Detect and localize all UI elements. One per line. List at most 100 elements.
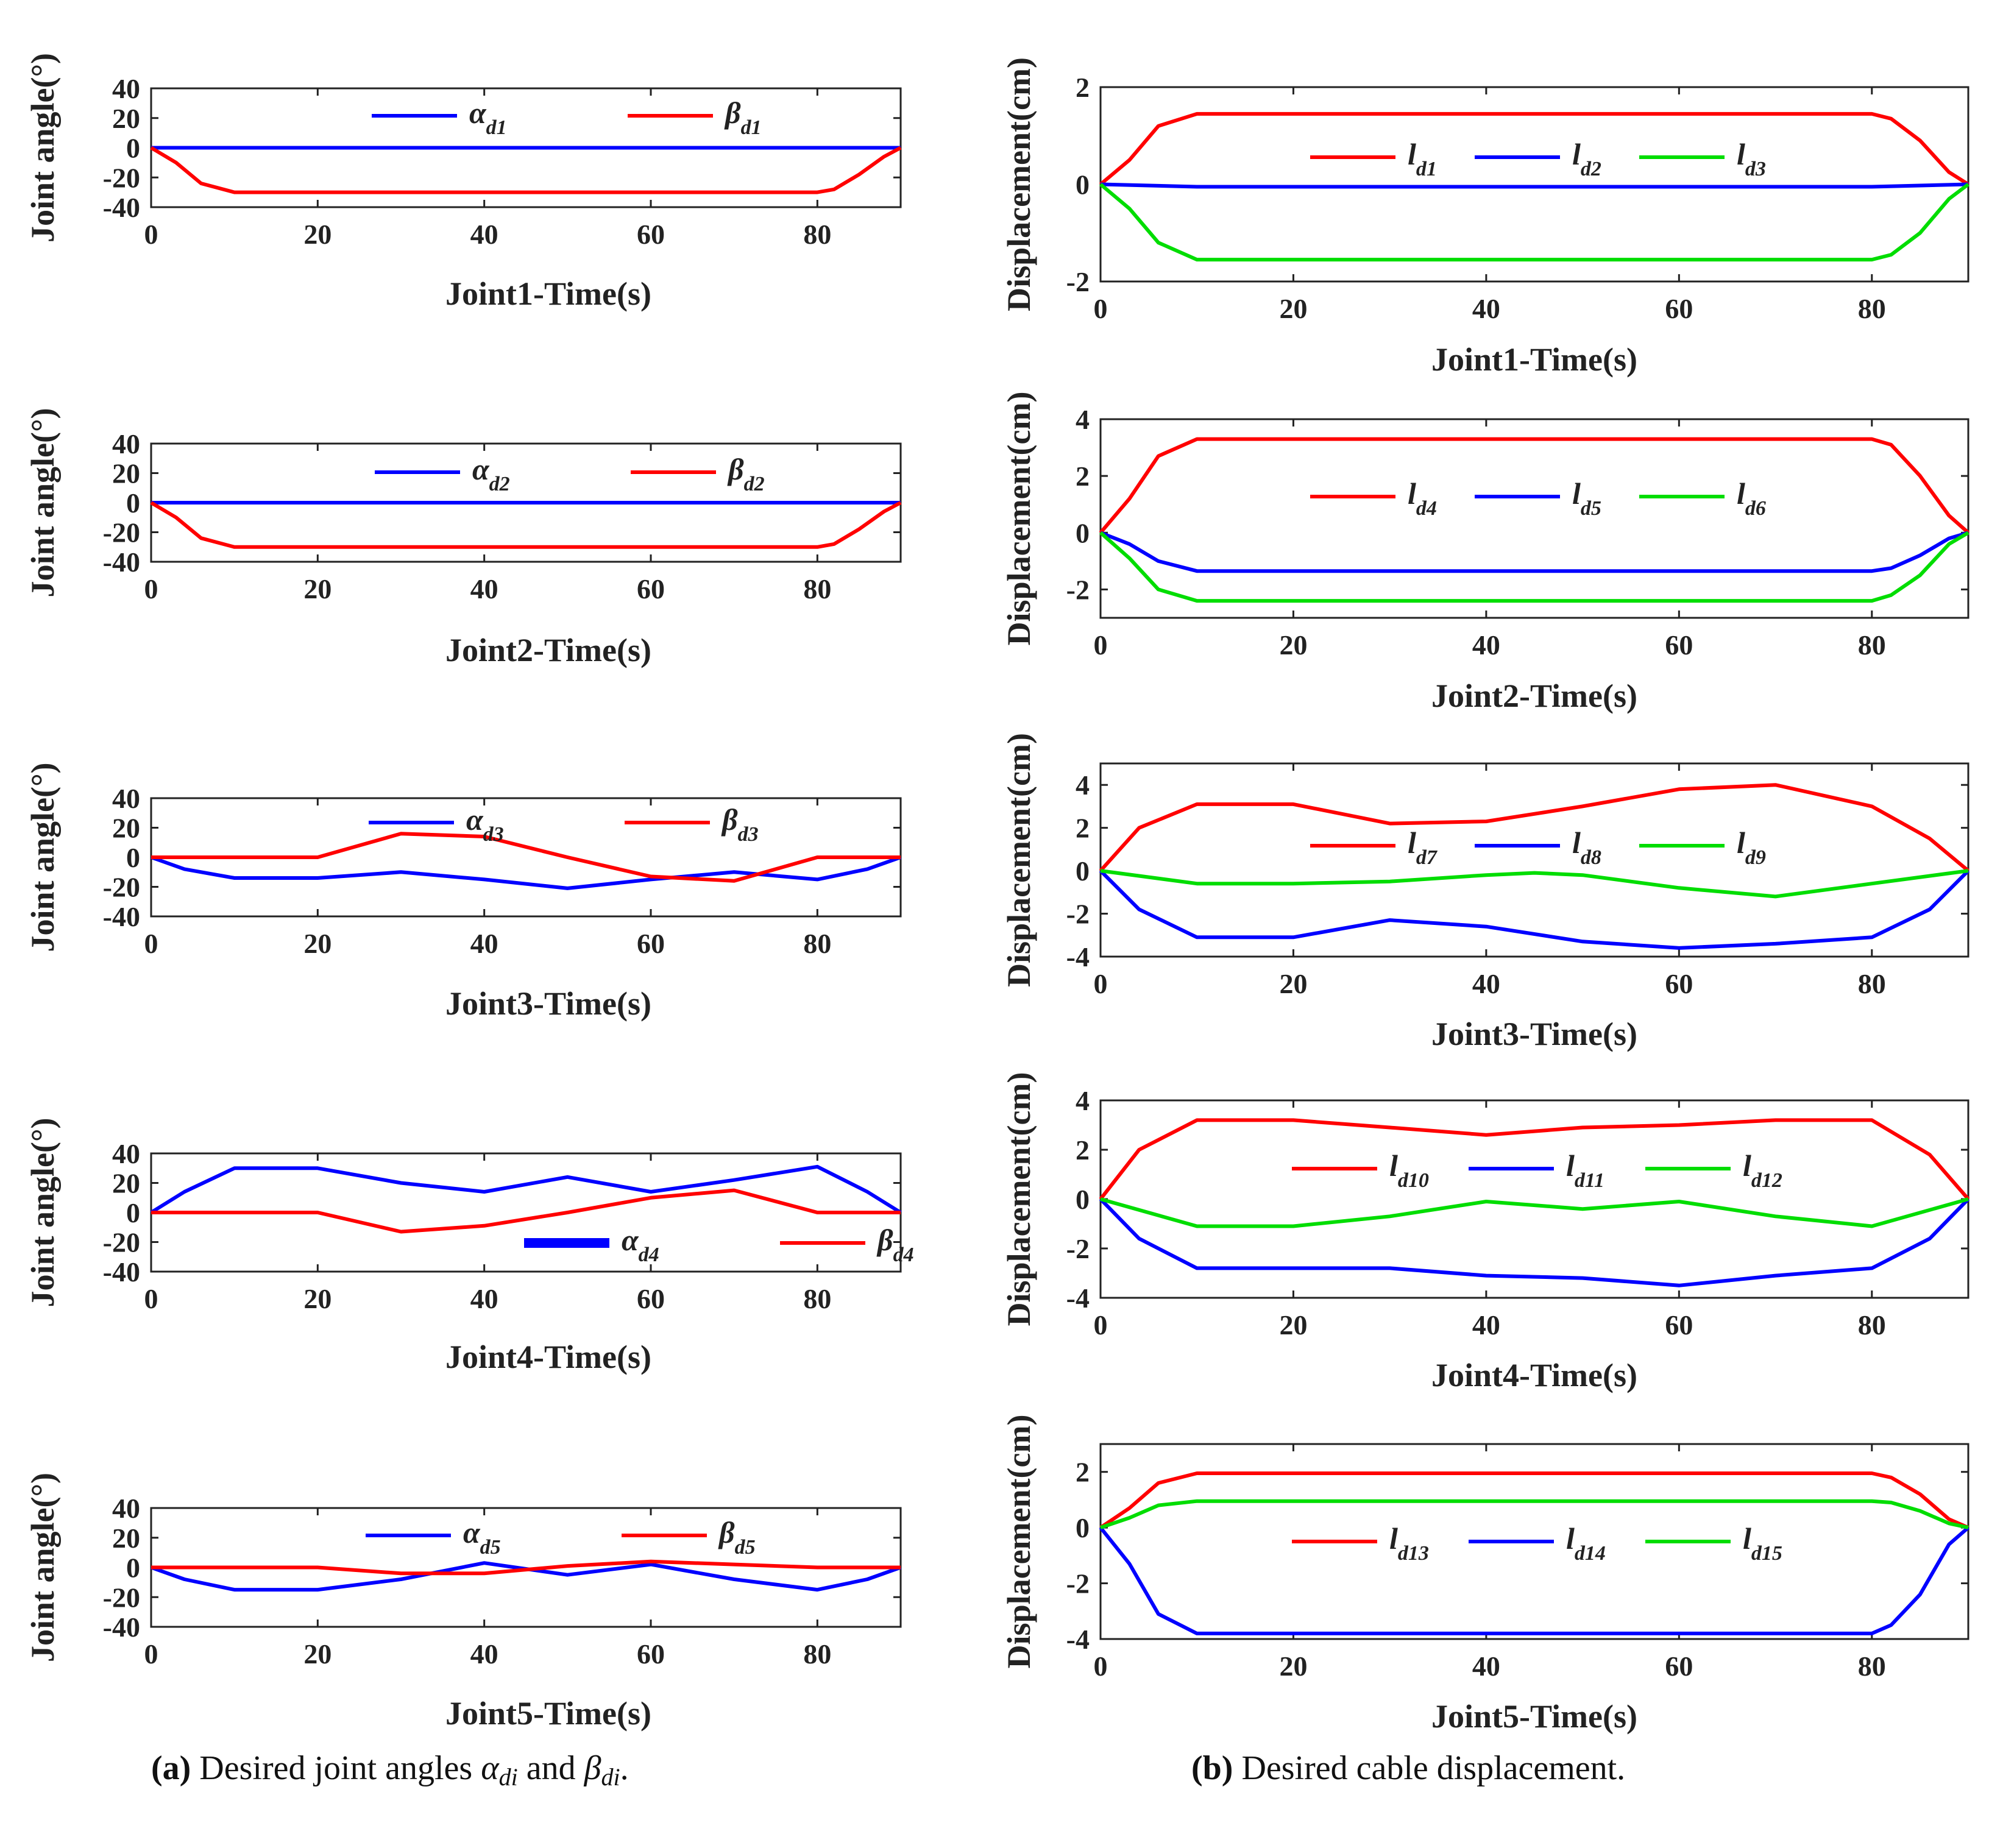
chart-b2: 0 20 40 60 80420-2Joint2-Time(s)Displacement… (1001, 392, 1970, 714)
x-tick-label: 40 (1472, 629, 1500, 660)
x-tick-label: 0 (1094, 293, 1108, 324)
y-tick-label: -4 (1066, 1624, 1090, 1655)
x-tick-label: 0 (1094, 1309, 1108, 1340)
y-tick-label: 0 (126, 1197, 140, 1228)
legend-entry: βd5 (718, 1515, 756, 1559)
x-tick-label: 60 (637, 1283, 665, 1314)
y-tick-label: -2 (1066, 1233, 1090, 1264)
y-tick-label: -20 (103, 1582, 140, 1613)
y-tick-label: 2 (1076, 813, 1090, 844)
chart-b4: 0 20 40 60 80420-2-4Joint4-Time(s)Displaceme… (1001, 1072, 1970, 1393)
y-tick-label: 0 (126, 1552, 140, 1584)
chart-b1: 0 20 40 60 8020-2Joint1-Time(s)Displacement(… (1001, 57, 1970, 378)
legend-entry: ld11 (1566, 1149, 1604, 1192)
y-axis-label: Displacement(cm) (1001, 57, 1037, 311)
series-line-βd5 (151, 1559, 901, 1576)
y-tick-label: 2 (1076, 461, 1090, 492)
x-tick-label: 20 (1279, 1309, 1307, 1340)
x-tick-label: 20 (303, 1638, 332, 1669)
series-line-βd4 (151, 1188, 901, 1234)
legend-entry: ld1 (1408, 137, 1437, 180)
y-tick-label: 0 (126, 487, 140, 519)
plot-frame (1099, 1443, 1970, 1640)
x-tick-label: 0 (144, 1283, 158, 1314)
y-tick-label: 0 (126, 133, 140, 164)
y-tick-label: 0 (1076, 1184, 1090, 1215)
x-tick-label: 80 (1858, 1651, 1886, 1682)
caption-b: (b) Desired cable displacement. (1191, 1749, 1625, 1787)
x-tick-label: 0 (1094, 968, 1108, 999)
legend-entry: ld2 (1572, 137, 1601, 180)
y-tick-label: 2 (1076, 1457, 1090, 1488)
x-tick-label: 60 (637, 1638, 665, 1669)
y-tick-label: -40 (103, 1256, 140, 1287)
y-tick-label: -40 (103, 1612, 140, 1643)
y-axis-label: Displacement(cm) (1001, 392, 1037, 646)
x-tick-label: 40 (1472, 293, 1500, 324)
y-tick-label: 20 (112, 1168, 140, 1199)
x-tick-label: 60 (637, 573, 665, 604)
y-axis-label: Displacement(cm) (1001, 1415, 1037, 1669)
x-tick-label: 0 (144, 219, 158, 250)
y-tick-label: 4 (1076, 770, 1090, 801)
y-tick-label: 40 (112, 1493, 140, 1524)
x-tick-label: 60 (637, 928, 665, 959)
x-tick-label: 20 (1279, 1651, 1307, 1682)
y-tick-label: 0 (126, 842, 140, 873)
x-axis-label: Joint1-Time(s) (445, 275, 651, 312)
y-tick-label: -40 (103, 901, 140, 932)
y-tick-label: -2 (1066, 266, 1090, 297)
series-line-ld1 (1099, 112, 1970, 186)
series-line-ld9 (1100, 869, 1969, 899)
x-tick-label: 60 (1665, 1309, 1693, 1340)
plot-frame (1099, 418, 1970, 619)
legend-entry: ld6 (1737, 476, 1766, 520)
x-tick-label: 0 (144, 928, 158, 959)
x-tick-label: 60 (1665, 629, 1693, 660)
legend-entry: αd3 (466, 802, 504, 846)
legend-entry: αd4 (622, 1223, 659, 1266)
caption-a: (a) Desired joint angles αdi and βdi. (151, 1749, 629, 1791)
y-tick-label: 40 (112, 73, 140, 104)
series-line-ld8 (1099, 869, 1970, 950)
y-tick-label: -20 (103, 872, 140, 903)
x-tick-label: 80 (1858, 968, 1886, 999)
series-line-ld11 (1099, 1197, 1970, 1287)
y-axis-label: Joint angle(°) (24, 1473, 61, 1662)
y-tick-label: -40 (103, 547, 140, 578)
y-tick-label: -2 (1066, 899, 1090, 930)
x-tick-label: 40 (1472, 1309, 1500, 1340)
y-tick-label: 0 (1076, 517, 1090, 548)
x-tick-label: 80 (1858, 629, 1886, 660)
series-line-ld7 (1099, 783, 1970, 873)
y-axis-label: Displacement(cm) (1001, 733, 1037, 987)
series-line-βd2 (150, 501, 902, 549)
series-line-ld5 (1099, 531, 1969, 573)
series-line-ld15 (1100, 1499, 1969, 1530)
x-tick-label: 80 (1858, 1309, 1886, 1340)
x-tick-label: 60 (1665, 968, 1693, 999)
y-axis-label: Displacement(cm) (1001, 1072, 1037, 1326)
x-tick-label: 60 (1665, 1651, 1693, 1682)
x-tick-label: 20 (303, 573, 332, 604)
x-tick-label: 20 (1279, 293, 1307, 324)
series-line-ld12 (1100, 1197, 1969, 1228)
x-tick-label: 40 (470, 573, 498, 604)
x-tick-label: 20 (303, 219, 332, 250)
series-line-ld10 (1099, 1118, 1970, 1200)
x-tick-label: 0 (144, 573, 158, 604)
x-tick-label: 80 (803, 573, 831, 604)
y-axis-label: Joint angle(°) (24, 53, 61, 243)
x-axis-label: Joint5-Time(s) (1431, 1698, 1637, 1735)
legend-entry: ld13 (1389, 1521, 1429, 1565)
x-tick-label: 40 (470, 928, 498, 959)
x-axis-label: Joint4-Time(s) (1431, 1357, 1637, 1393)
y-tick-label: 4 (1076, 404, 1090, 435)
plot-frame (1099, 86, 1970, 283)
x-tick-label: 20 (1279, 968, 1307, 999)
x-tick-label: 20 (303, 928, 332, 959)
y-tick-label: 4 (1076, 1085, 1090, 1116)
y-tick-label: 40 (112, 783, 140, 814)
y-tick-label: -2 (1066, 1568, 1090, 1599)
y-axis-label: Joint angle(°) (24, 408, 61, 597)
